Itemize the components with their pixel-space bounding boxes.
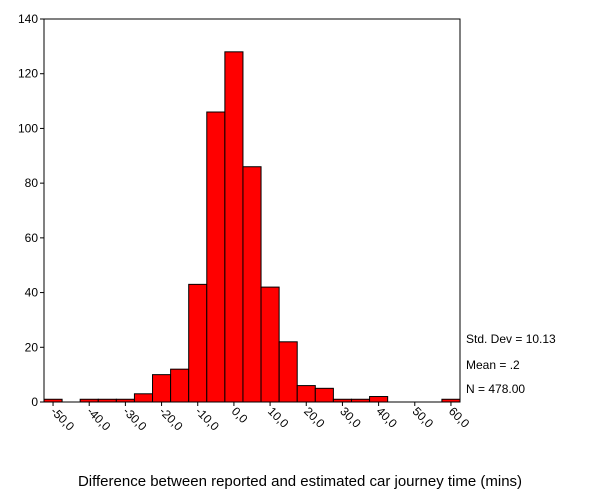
x-tick-label: -50,0: [48, 404, 77, 433]
y-tick-label: 0: [31, 395, 38, 409]
histogram-bar: [133, 393, 154, 403]
x-tick-label: 50,0: [410, 404, 437, 431]
x-tick-label: -20,0: [156, 404, 185, 433]
x-tick-label: 40,0: [373, 404, 400, 431]
histogram-bar: [314, 387, 334, 403]
histogram-bar: [296, 385, 316, 403]
histogram-bar: [224, 51, 244, 403]
y-tick-label: 60: [25, 231, 39, 245]
histogram-bar: [79, 398, 99, 403]
y-tick-label: 100: [18, 121, 38, 135]
histogram-bar: [97, 398, 117, 403]
x-tick-label: -10,0: [193, 404, 222, 433]
histogram-bar: [278, 341, 298, 403]
histogram-bar: [170, 368, 190, 403]
x-tick-label: -30,0: [120, 404, 149, 433]
histogram-bar: [332, 398, 352, 403]
histogram-bar: [115, 398, 135, 403]
y-tick-label: 80: [25, 176, 39, 190]
y-tick-label: 140: [18, 12, 38, 26]
y-tick-label: 120: [18, 67, 38, 81]
x-tick-label: 0,0: [229, 404, 251, 426]
std-dev-label: Std. Dev = 10.13: [466, 332, 556, 346]
x-tick-label: -40,0: [84, 404, 113, 433]
y-axis: 0 20 40 60 80 100 120 140: [18, 12, 44, 409]
histogram-bar: [152, 374, 172, 403]
y-tick-label: 20: [25, 340, 39, 354]
histogram-bar: [43, 398, 63, 403]
histogram-bar: [350, 398, 371, 403]
x-tick-label: 10,0: [265, 404, 292, 431]
x-tick-label: 20,0: [301, 404, 328, 431]
x-axis-title: Difference between reported and estimate…: [78, 473, 522, 490]
mean-label: Mean = .2: [466, 358, 520, 372]
bars-group: [43, 51, 461, 403]
n-label: N = 478.00: [466, 382, 525, 396]
histogram-bar: [206, 111, 226, 403]
histogram-bar: [188, 283, 208, 403]
histogram-bar: [260, 286, 280, 403]
histogram-bar: [441, 398, 461, 403]
y-tick-label: 40: [25, 286, 39, 300]
x-tick-label: 30,0: [337, 404, 364, 431]
histogram-bar: [242, 166, 262, 403]
x-axis: -50,0 -40,0 -30,0 -20,0 -10,0 0,0 10,0 20,0 30,0…: [48, 402, 473, 434]
histogram-bar: [369, 396, 389, 403]
x-tick-label: 60,0: [446, 404, 473, 431]
